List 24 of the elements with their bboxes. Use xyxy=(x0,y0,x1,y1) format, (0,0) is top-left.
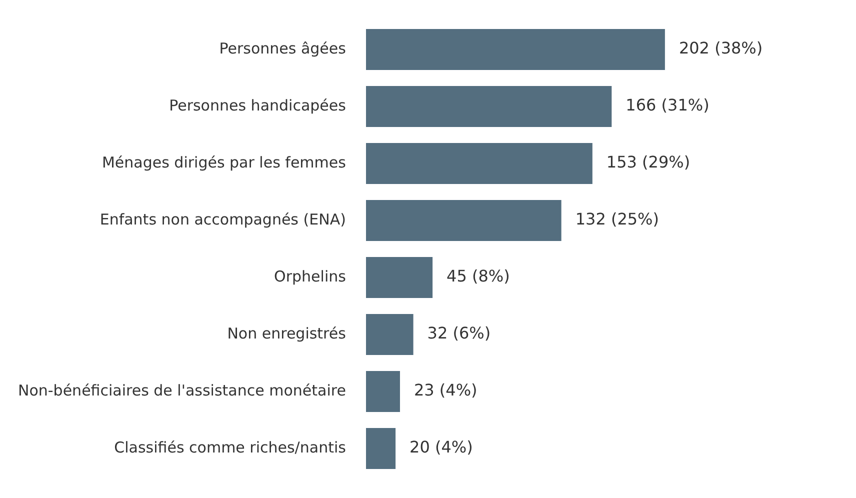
bar xyxy=(366,256,433,298)
data-label: 166 (31%) xyxy=(626,96,710,115)
y-tick-label: Orphelins xyxy=(274,267,346,286)
y-tick-label: Non enregistrés xyxy=(227,324,346,342)
y-tick-label: Enfants non accompagnés (ENA) xyxy=(100,210,346,228)
y-tick-label: Non-bénéficiaires de l'assistance monétaire xyxy=(18,381,346,400)
bar xyxy=(366,86,612,128)
bar xyxy=(366,314,414,356)
data-label: 202 (38%) xyxy=(678,38,763,58)
data-label: 20 (4%) xyxy=(410,438,473,457)
bar xyxy=(366,28,665,70)
data-label: 132 (25%) xyxy=(575,210,660,229)
bar xyxy=(366,142,592,184)
data-label: 153 (29%) xyxy=(606,152,690,172)
bar xyxy=(366,428,396,470)
data-label: 45 (8%) xyxy=(446,266,510,286)
y-tick-label: Classifiés comme riches/nantis xyxy=(114,438,346,456)
data-label: 32 (6%) xyxy=(427,324,491,343)
y-tick-label: Personnes handicapées xyxy=(169,96,346,114)
bar xyxy=(366,200,562,242)
y-tick-label: Personnes âgées xyxy=(219,39,346,58)
y-tick-label: Ménages dirigés par les femmes xyxy=(102,153,346,172)
data-label: 23 (4%) xyxy=(414,380,478,400)
bar xyxy=(366,370,400,412)
